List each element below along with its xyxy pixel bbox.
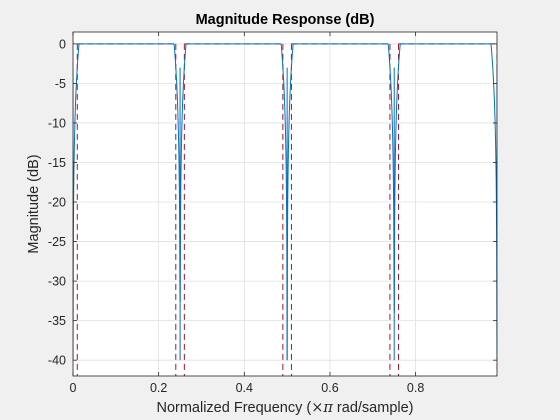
x-tick-label: 0.8: [407, 381, 424, 395]
x-axis-label-prefix: Normalized Frequency (: [156, 400, 311, 416]
x-tick-label: 0.2: [150, 381, 167, 395]
x-tick-label: 0.4: [236, 381, 253, 395]
y-tick-label: -25: [48, 235, 66, 249]
grid: [72, 32, 497, 376]
y-axis-label: Magnitude (dB): [26, 154, 42, 253]
x-axis-ticks: 0 0.2 0.4 0.6 0.8: [70, 32, 424, 395]
x-tick-label: 0.6: [321, 381, 338, 395]
x-tick-label: 0: [70, 381, 77, 395]
y-tick-label: -15: [48, 156, 66, 170]
y-tick-label: 0: [59, 37, 66, 51]
response-line: [73, 43, 497, 361]
y-tick-label: -35: [48, 314, 66, 328]
axes-box: [72, 31, 498, 377]
plot-area: [73, 32, 497, 376]
chart-title: Magnitude Response (dB): [196, 12, 375, 28]
y-tick-label: -30: [48, 275, 66, 289]
response-curve: [73, 43, 497, 361]
y-tick-label: -20: [48, 196, 66, 210]
x-axis-label-symbol: ×π: [311, 400, 333, 416]
y-tick-label: -40: [48, 354, 66, 368]
x-axis-label: Normalized Frequency (×π rad/sample): [156, 400, 413, 416]
y-axis-ticks: 0 -5 -10 -15 -20 -25 -30 -35 -40: [48, 37, 497, 368]
y-tick-label: -5: [55, 77, 66, 91]
y-tick-label: -10: [48, 116, 66, 130]
x-axis-label-suffix: rad/sample): [333, 400, 414, 416]
